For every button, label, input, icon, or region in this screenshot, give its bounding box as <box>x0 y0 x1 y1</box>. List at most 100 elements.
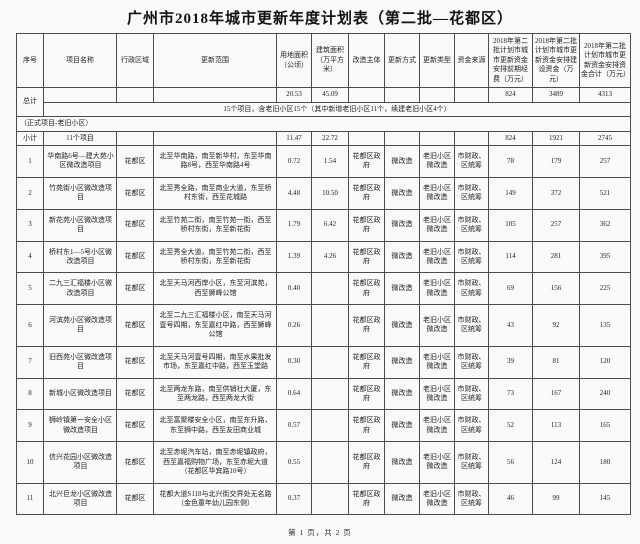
cell-owner: 花都区政府 <box>348 345 385 379</box>
subtotal-scope-cell <box>153 130 277 146</box>
cell-type: 老旧小区微改造 <box>419 304 455 347</box>
subtotal-row: 小计 11个项目 11.47 22.72 824 1921 2745 <box>16 130 631 146</box>
cell-land-area: 4.48 <box>276 176 312 210</box>
cell-owner: 花都区政府 <box>348 208 385 242</box>
cell-total-fund: 362 <box>579 208 631 242</box>
cell-serial: 2 <box>16 176 44 210</box>
cell-building-area: 1.54 <box>311 144 349 178</box>
cell-owner: 花都区政府 <box>348 482 385 516</box>
cell-serial: 1 <box>16 144 44 178</box>
header-land-area: 用地面积（公顷） <box>276 32 312 89</box>
cell-serial: 7 <box>16 345 44 379</box>
cell-construction-fund: 156 <box>532 272 580 306</box>
cell-type: 老旧小区微改造 <box>419 272 455 306</box>
cell-scope: 北至天马河西岸小区，东至河滨苑，西至狮峰公馆 <box>153 272 277 306</box>
grand-total-method-cell <box>384 87 420 103</box>
grand-total-pre-fee: 824 <box>488 87 533 103</box>
cell-building-area: 4.26 <box>311 240 349 274</box>
cell-construction-fund: 99 <box>532 482 580 516</box>
cell-method: 微改造 <box>384 345 420 379</box>
cell-pre-fee: 56 <box>488 441 533 484</box>
cell-method: 微改造 <box>384 240 420 274</box>
cell-district: 花都区 <box>116 441 154 484</box>
grand-total-owner-cell <box>348 87 385 103</box>
cell-total-fund: 180 <box>579 441 631 484</box>
cell-project-name: 华南路6号—建大苑小区微改造项目 <box>43 144 117 178</box>
cell-district: 花都区 <box>116 240 154 274</box>
cell-project-name: 竹苑街小区微改造项目 <box>43 176 117 210</box>
subtotal-building-area: 22.72 <box>311 130 349 146</box>
cell-funding-source: 市财政、区统筹 <box>454 176 489 210</box>
cell-district: 花都区 <box>116 377 154 411</box>
cell-pre-fee: 149 <box>488 176 533 210</box>
cell-scope: 北至天马河壹号四期，南至水果批发市场，东至嘉红中路，西至玉堂路 <box>153 345 277 379</box>
header-type: 更新类型 <box>419 32 455 89</box>
cell-funding-source: 市财政、区统筹 <box>454 272 489 306</box>
cell-land-area: 0.55 <box>276 441 312 484</box>
subtotal-land-area: 11.47 <box>276 130 312 146</box>
header-project-name: 项目名称 <box>43 32 117 89</box>
cell-building-area <box>311 272 349 306</box>
cell-funding-source: 市财政、区统筹 <box>454 441 489 484</box>
cell-total-fund: 521 <box>579 176 631 210</box>
grand-total-row: 总计 20.53 45.09 824 3489 4313 <box>16 87 631 118</box>
subtotal-name: 11个项目 <box>43 130 117 146</box>
cell-construction-fund: 179 <box>532 144 580 178</box>
cell-construction-fund: 124 <box>532 441 580 484</box>
cell-pre-fee: 114 <box>488 240 533 274</box>
cell-method: 微改造 <box>384 208 420 242</box>
cell-serial: 4 <box>16 240 44 274</box>
cell-project-name: 旧西苑小区微改造项目 <box>43 345 117 379</box>
cell-scope: 花都大道S118与北兴街交界处无名路（金色童年幼儿园东侧） <box>153 482 277 516</box>
section-label: （正式项目-老旧小区） <box>16 116 631 132</box>
subtotal-construction-fund: 1921 <box>532 130 580 146</box>
cell-funding-source: 市财政、区统筹 <box>454 482 489 516</box>
cell-land-area: 1.79 <box>276 208 312 242</box>
cell-building-area <box>311 482 349 516</box>
cell-district: 花都区 <box>116 345 154 379</box>
cell-method: 微改造 <box>384 144 420 178</box>
grand-total-label: 总计 <box>16 87 44 118</box>
header-building-area: 建筑面积（万平方米） <box>311 32 349 89</box>
table-row: 6 河滨苑小区微改造项目 花都区 北至二九三汇福楼小区，南至天马河壹号四期，东至… <box>16 304 631 347</box>
cell-pre-fee: 73 <box>488 377 533 411</box>
table-row: 10 信兴花园小区微改造项目 花都区 北至赤坭汽车站，南至赤坭镇政府，西至嘉福购… <box>16 441 631 484</box>
cell-serial: 11 <box>16 482 44 516</box>
grand-total-type-cell <box>419 87 455 103</box>
header-construction-fund: 2018年第二批计划市城市更新资金安排建设资金（万元） <box>532 32 580 89</box>
cell-pre-fee: 105 <box>488 208 533 242</box>
cell-owner: 花都区政府 <box>348 176 385 210</box>
cell-building-area <box>311 345 349 379</box>
cell-district: 花都区 <box>116 304 154 347</box>
cell-owner: 花都区政府 <box>348 144 385 178</box>
section-row: （正式项目-老旧小区） <box>16 116 631 132</box>
cell-project-name: 新城小区微改造项目 <box>43 377 117 411</box>
cell-pre-fee: 69 <box>488 272 533 306</box>
cell-land-area: 0.26 <box>276 304 312 347</box>
subtotal-pre-fee: 824 <box>488 130 533 146</box>
subtotal-funding-cell <box>454 130 489 146</box>
cell-total-fund: 225 <box>579 272 631 306</box>
cell-construction-fund: 167 <box>532 377 580 411</box>
cell-type: 老旧小区微改造 <box>419 345 455 379</box>
table-row: 5 二九三汇福楼小区微改造项目 花都区 北至天马河西岸小区，东至河滨苑，西至狮峰… <box>16 272 631 306</box>
header-funding-source: 资金来源 <box>454 32 489 89</box>
subtotal-owner-cell <box>348 130 385 146</box>
cell-owner: 花都区政府 <box>348 441 385 484</box>
cell-project-name: 北兴巨龙小区微改造项目 <box>43 482 117 516</box>
cell-land-area: 0.57 <box>276 409 312 443</box>
cell-owner: 花都区政府 <box>348 304 385 347</box>
cell-total-fund: 240 <box>579 377 631 411</box>
cell-project-name: 狮岭镇第一安全小区微改造项目 <box>43 409 117 443</box>
cell-total-fund: 135 <box>579 304 631 347</box>
cell-funding-source: 市财政、区统筹 <box>454 304 489 347</box>
grand-total-fund: 4313 <box>579 87 631 103</box>
grand-total-scope-cell <box>153 87 277 103</box>
cell-scope: 北至赤坭汽车站，南至赤坭镇政府，西至嘉福购物广场，东至赤坭大道（花都区华宾路10… <box>153 441 277 484</box>
cell-project-name: 桥村东1—5号小区微改造项目 <box>43 240 117 274</box>
table-row: 1 华南路6号—建大苑小区微改造项目 花都区 北至华南路，南至新华村，东至华南路… <box>16 144 631 178</box>
cell-district: 花都区 <box>116 208 154 242</box>
cell-serial: 5 <box>16 272 44 306</box>
cell-construction-fund: 372 <box>532 176 580 210</box>
cell-method: 微改造 <box>384 304 420 347</box>
